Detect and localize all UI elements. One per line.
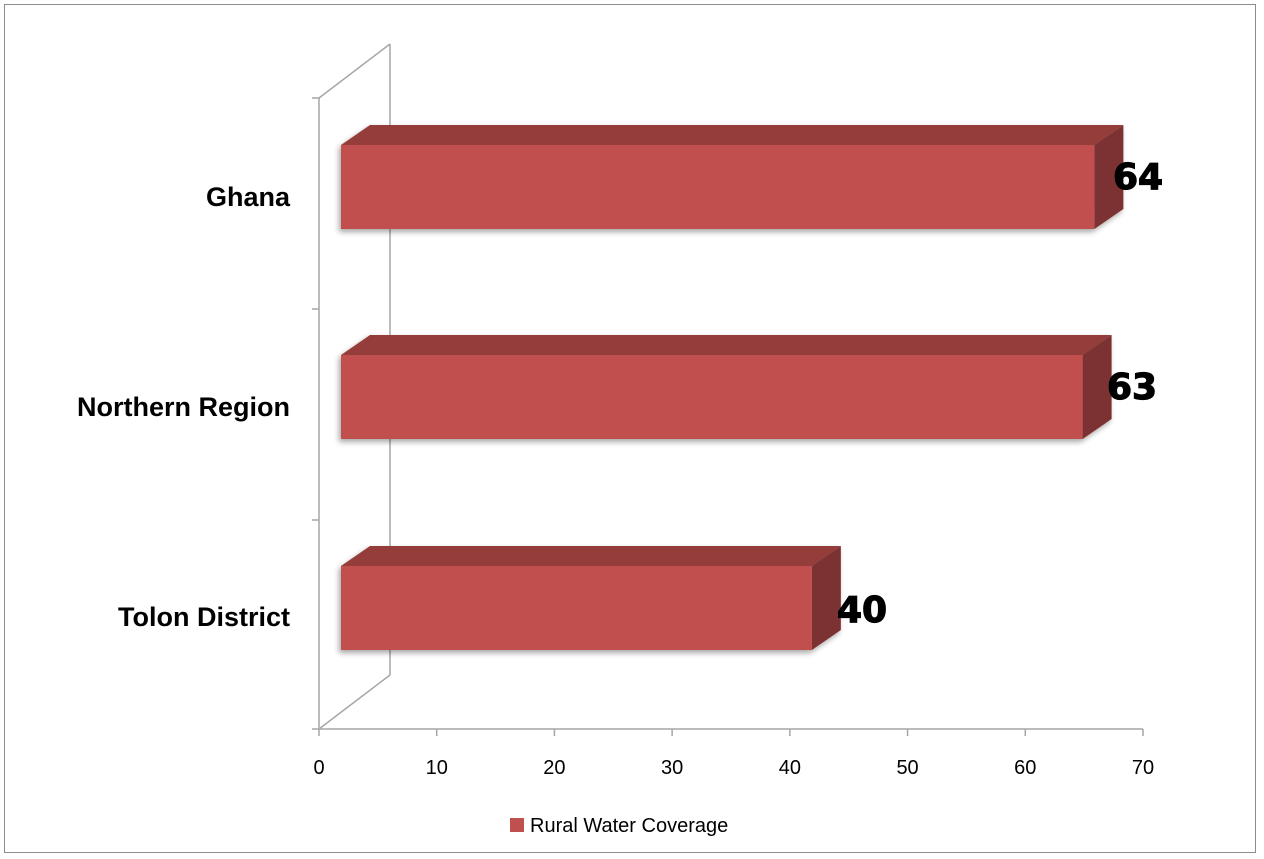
bar-side-face [1094,125,1124,229]
x-tick-label: 20 [543,757,565,779]
data-label: 40 [837,590,887,631]
x-tick-label: 50 [896,757,918,779]
bar-top-face [341,125,1124,145]
back-wall-top-edge [318,43,391,99]
x-tick-label: 60 [1014,757,1036,779]
bar [341,125,1124,229]
bar-front-face [341,355,1083,439]
data-label: 64 [1113,157,1163,198]
legend-swatch [510,818,524,832]
y-axis-ticks [312,97,319,730]
x-tick-label: 30 [661,757,683,779]
floor-edge [318,674,391,730]
x-tick-label: 0 [313,757,324,779]
data-label: 63 [1107,367,1157,408]
legend: Rural Water Coverage [510,815,728,837]
data-labels: 64 63 40 [836,156,1163,631]
legend-label: Rural Water Coverage [530,815,728,837]
bar-front-face [341,566,812,650]
category-label: Tolon District [118,602,290,632]
bar-top-face [341,546,841,566]
bar [341,546,841,650]
x-tick-label: 70 [1132,757,1154,779]
x-tick-label: 10 [426,757,448,779]
bar-side-face [1082,335,1112,439]
bar-side-face [811,546,841,650]
bar-top-face [341,335,1112,355]
bar-front-face [341,145,1095,229]
x-tick-label: 40 [779,757,801,779]
category-label: Ghana [206,182,291,212]
category-labels: Ghana Northern Region Tolon District [77,182,291,632]
bars [341,125,1124,650]
category-label: Northern Region [77,392,290,422]
bar [341,335,1112,439]
x-axis-ticks: 0 10 20 30 40 50 60 70 [313,729,1154,779]
